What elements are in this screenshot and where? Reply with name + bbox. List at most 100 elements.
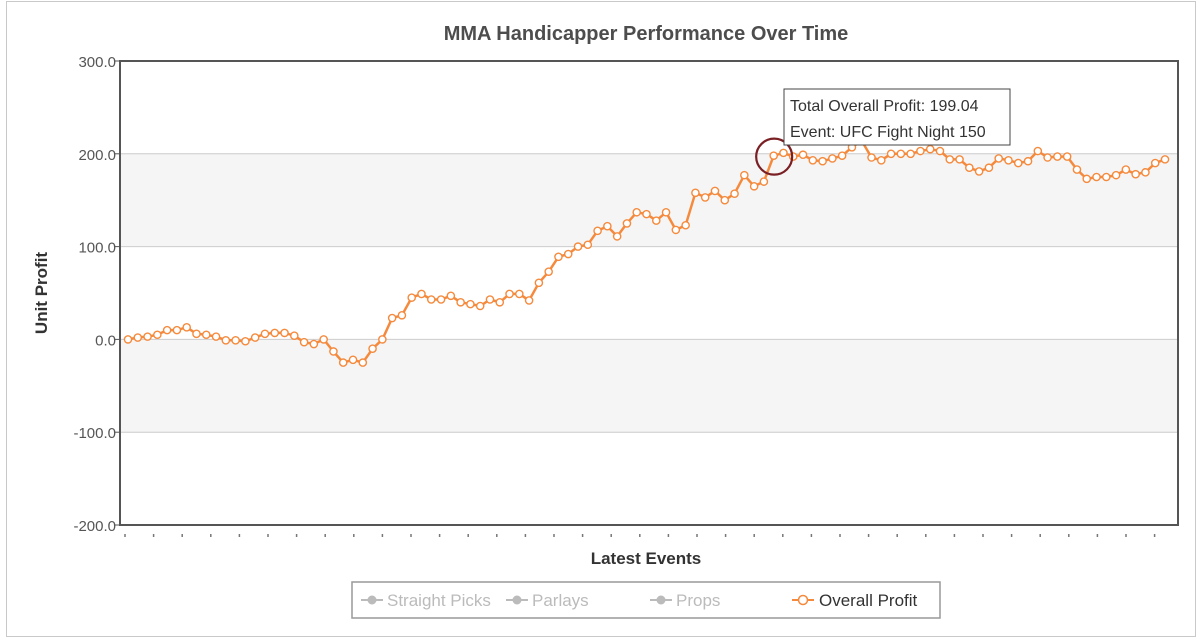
data-point [1092, 172, 1101, 182]
data-point [896, 149, 906, 159]
y-tick-label: -100.0 [73, 425, 116, 442]
data-point [984, 163, 994, 173]
legend-item-parlays[interactable]: Parlays [506, 591, 589, 610]
legend-item-straight-picks[interactable]: Straight Picks [361, 591, 491, 610]
data-point [573, 242, 583, 251]
data-point [837, 151, 847, 160]
data-point [1013, 158, 1023, 168]
data-point [221, 336, 231, 345]
data-point [1033, 146, 1043, 156]
data-point [798, 150, 808, 160]
x-axis-ticks [124, 534, 1156, 537]
data-point [818, 156, 827, 166]
data-point [916, 146, 925, 156]
data-point [749, 181, 759, 191]
data-point [1082, 174, 1092, 184]
data-point [710, 186, 720, 196]
data-point [1121, 165, 1131, 174]
data-point [730, 189, 739, 199]
data-point [182, 323, 191, 332]
legend-marker-props [656, 595, 666, 605]
data-point [524, 296, 534, 305]
data-point [740, 170, 749, 180]
data-point [133, 333, 143, 342]
data-point [622, 219, 632, 228]
tooltip: Total Overall Profit: 199.04 Event: UFC … [783, 88, 1011, 146]
data-point [925, 144, 935, 154]
data-point [515, 289, 524, 299]
data-point [603, 221, 612, 231]
data-point [270, 328, 280, 338]
legend-label-parlays: Parlays [532, 591, 589, 610]
plot-area [120, 61, 1178, 525]
legend-label-straight-picks: Straight Picks [387, 591, 491, 610]
data-point [290, 331, 299, 340]
data-point [143, 332, 152, 341]
data-point [700, 193, 710, 202]
data-point [1053, 152, 1062, 161]
data-point [867, 153, 876, 162]
data-point [593, 226, 602, 236]
data-point [1023, 156, 1033, 166]
data-point [563, 249, 573, 259]
highlight-ring [755, 137, 794, 176]
data-point [495, 297, 505, 307]
data-point [192, 329, 201, 339]
data-point [1062, 152, 1072, 161]
data-point [397, 310, 407, 320]
data-point [828, 154, 837, 163]
legend-label-overall-profit: Overall Profit [819, 591, 918, 610]
data-point [935, 146, 945, 156]
data-point [280, 328, 289, 338]
data-point [720, 195, 730, 205]
y-tick-label: 200.0 [78, 147, 116, 164]
legend-marker-straight-picks [367, 595, 377, 605]
data-point [554, 252, 563, 262]
y-axis-ticks: -200.0 -100.0 0.0 100.0 200.0 300.0 [73, 54, 120, 535]
plot-band [120, 339, 1178, 433]
data-point [886, 149, 896, 159]
data-point [681, 220, 690, 230]
data-point [172, 325, 182, 335]
y-tick-label: -200.0 [73, 518, 116, 535]
y-tick-label: 300.0 [78, 54, 116, 71]
data-point [769, 151, 778, 160]
data-point [955, 155, 964, 164]
data-point [642, 209, 651, 219]
data-point [1111, 170, 1121, 180]
legend: Straight Picks Parlays Props Overall Pro… [351, 581, 941, 619]
data-point [348, 355, 358, 365]
data-point [485, 295, 495, 304]
plot-border [119, 60, 1179, 526]
data-point [329, 347, 338, 356]
legend-item-props[interactable]: Props [650, 591, 720, 610]
data-point [1160, 155, 1170, 164]
data-point [368, 344, 377, 353]
data-point [475, 301, 485, 311]
data-point [906, 149, 915, 159]
data-point [1150, 158, 1160, 168]
data-point [759, 177, 769, 186]
data-point [945, 155, 955, 164]
data-point [260, 329, 270, 339]
data-point [651, 216, 661, 225]
data-point [436, 295, 446, 304]
data-point [1004, 155, 1013, 165]
y-tick-label: 100.0 [78, 240, 116, 257]
data-point [1043, 153, 1052, 162]
data-point [378, 335, 387, 344]
data-point [309, 339, 319, 349]
legend-box [351, 581, 941, 619]
chart-title: MMA Handicapper Performance Over Time [444, 23, 849, 45]
highlight-marker [755, 137, 794, 176]
data-point [876, 155, 886, 165]
data-point [387, 313, 397, 323]
data-point [544, 267, 553, 276]
data-point [162, 325, 172, 335]
legend-marker-overall-profit [797, 594, 809, 606]
data-point [466, 299, 475, 309]
legend-item-overall-profit[interactable]: Overall Profit [792, 591, 918, 610]
y-tick-label: 0.0 [95, 332, 116, 349]
data-point [583, 240, 593, 250]
